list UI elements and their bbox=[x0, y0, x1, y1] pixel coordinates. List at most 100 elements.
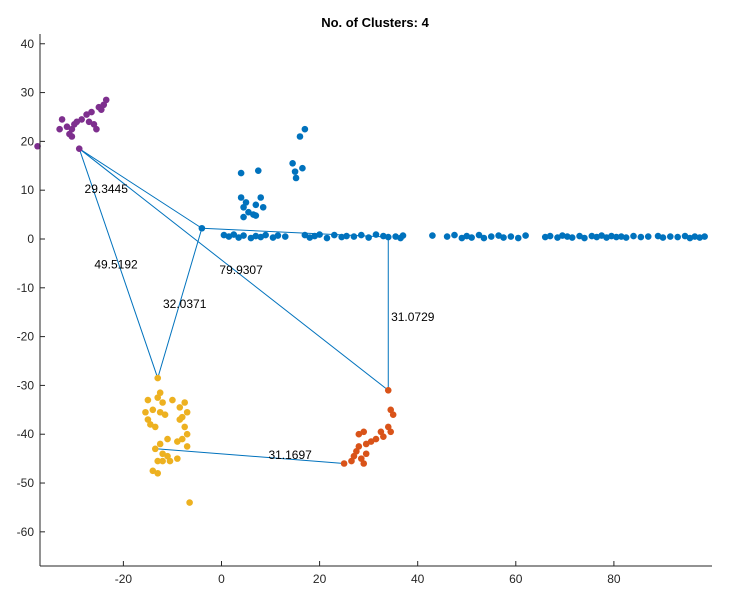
cluster-4-point bbox=[88, 108, 95, 116]
edge-layer bbox=[78, 148, 389, 465]
cluster-1-point bbox=[701, 233, 708, 240]
cluster-3-point bbox=[176, 416, 184, 423]
y-tick-label: 40 bbox=[21, 37, 35, 51]
y-tick-label: 20 bbox=[21, 134, 35, 148]
cluster-1-point bbox=[292, 174, 300, 182]
cluster-1-point bbox=[487, 233, 495, 240]
cluster-3-point bbox=[169, 396, 176, 404]
cluster-1-point bbox=[291, 168, 299, 175]
cluster-3-point bbox=[161, 411, 169, 418]
x-tick-label: 80 bbox=[607, 572, 621, 586]
cluster-2-point bbox=[362, 450, 370, 458]
cluster-1-point bbox=[357, 231, 365, 239]
cluster-2-point bbox=[353, 448, 360, 455]
cluster-2-point bbox=[384, 423, 392, 431]
cluster-1-point bbox=[281, 233, 289, 240]
cluster-1-point bbox=[240, 232, 247, 239]
cluster-1-point bbox=[384, 233, 392, 241]
cluster-3-point bbox=[159, 399, 166, 406]
x-tick-label: 60 bbox=[509, 572, 523, 586]
cluster-1-point bbox=[198, 224, 206, 232]
cluster-3-point bbox=[142, 408, 149, 416]
edge-label-layer: 29.3445 49.5192 79.9307 32.0371 31.0729 31.16… bbox=[85, 182, 435, 462]
cluster-1-point bbox=[323, 234, 331, 242]
cluster-3-point bbox=[154, 469, 162, 477]
cluster-3-point bbox=[149, 467, 157, 475]
cluster-1-point bbox=[667, 233, 674, 240]
cluster-3-point bbox=[164, 452, 171, 460]
cluster-1-point bbox=[350, 233, 358, 240]
cluster-1-point bbox=[301, 125, 309, 133]
cluster-3-point bbox=[154, 374, 162, 382]
cluster-1-point bbox=[399, 232, 407, 239]
cluster-3-point bbox=[183, 430, 191, 438]
cluster-1-point bbox=[443, 233, 451, 240]
cluster-1-point bbox=[637, 233, 645, 241]
cluster-3-point bbox=[174, 438, 181, 445]
cluster-3-point bbox=[181, 399, 189, 406]
cluster-1-point bbox=[480, 234, 488, 242]
cluster-3-point bbox=[178, 435, 186, 443]
cluster-4-point bbox=[56, 125, 63, 133]
cluster-4-point bbox=[34, 142, 41, 150]
cluster-1-point bbox=[259, 203, 267, 211]
cluster-1-point bbox=[522, 232, 529, 239]
y-tick-label: -30 bbox=[17, 378, 35, 392]
cluster-edge bbox=[78, 148, 159, 379]
cluster-3-point bbox=[156, 440, 164, 448]
cluster-2-point bbox=[355, 443, 363, 450]
cluster-1-point bbox=[691, 233, 699, 240]
cluster-1-point bbox=[674, 233, 681, 241]
cluster-2-point bbox=[362, 440, 370, 448]
cluster-4-point bbox=[100, 101, 108, 109]
cluster-1-point bbox=[659, 234, 667, 241]
cluster-1-point bbox=[451, 231, 458, 239]
cluster-3-point bbox=[144, 396, 152, 404]
cluster-3-point bbox=[151, 423, 159, 431]
cluster-2-point bbox=[350, 452, 358, 460]
cluster-edge bbox=[78, 148, 203, 229]
cluster-3-point bbox=[181, 423, 189, 431]
y-tick-label: -40 bbox=[17, 427, 35, 441]
edge-distance-label: 31.1697 bbox=[268, 448, 312, 462]
cluster-1-point bbox=[507, 233, 515, 240]
cluster-1-point bbox=[581, 234, 588, 242]
cluster-3-point bbox=[154, 394, 162, 401]
cluster-1-point bbox=[252, 232, 260, 240]
edge-distance-label: 32.0371 bbox=[163, 297, 207, 311]
cluster-1-point bbox=[316, 231, 323, 238]
cluster-1-point bbox=[568, 234, 576, 241]
cluster-1-point bbox=[240, 213, 247, 221]
chart-title: No. of Clusters: 4 bbox=[321, 15, 429, 30]
cluster-1-point bbox=[559, 232, 566, 239]
cluster-2-point bbox=[380, 433, 387, 440]
cluster-3-point bbox=[183, 443, 191, 450]
cluster-4-point bbox=[58, 116, 66, 123]
y-tick-label: -20 bbox=[17, 330, 35, 344]
cluster-1-point bbox=[230, 231, 238, 238]
x-tick-label: 0 bbox=[218, 572, 225, 586]
cluster-4-point bbox=[85, 118, 93, 126]
y-tick-label: 10 bbox=[21, 183, 35, 197]
cluster-1-point bbox=[240, 203, 247, 211]
cluster-4-point bbox=[75, 145, 83, 152]
cluster-2-point bbox=[387, 428, 395, 436]
cluster-1-point bbox=[630, 232, 637, 240]
cluster-1-point bbox=[468, 234, 475, 241]
cluster-3-point bbox=[154, 457, 162, 465]
cluster-3-point bbox=[183, 408, 191, 416]
edge-distance-label: 49.5192 bbox=[94, 257, 138, 271]
cluster-3-point bbox=[174, 455, 181, 462]
cluster-4-point bbox=[68, 125, 76, 133]
cluster-edge bbox=[157, 228, 203, 379]
cluster-2-point bbox=[355, 430, 363, 438]
y-tick-label: 30 bbox=[21, 86, 35, 100]
x-tick-label: 20 bbox=[313, 572, 327, 586]
cluster-4-point bbox=[98, 106, 105, 113]
cluster-edge bbox=[157, 448, 345, 465]
cluster-1-point bbox=[514, 234, 522, 242]
cluster-1-point bbox=[613, 233, 620, 241]
cluster-1-point bbox=[331, 231, 338, 239]
cluster-2-point bbox=[348, 457, 355, 465]
cluster-2-point bbox=[367, 438, 375, 445]
